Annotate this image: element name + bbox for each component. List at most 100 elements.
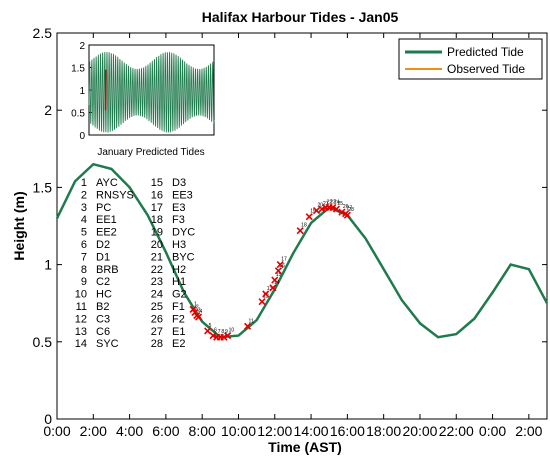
station-marker-label: 8 <box>221 329 224 335</box>
station-legend-entry: 10 HC <box>75 289 112 301</box>
station-number: 18 <box>151 214 163 226</box>
station-number: 25 <box>151 301 163 313</box>
station-legend-entry: 1 AYC <box>81 177 118 189</box>
x-tick-label: 2:00 <box>515 423 542 439</box>
station-code: C3 <box>96 313 110 325</box>
station-marker-label: 12 <box>263 294 269 300</box>
station-code: E3 <box>172 202 185 214</box>
station-marker-label: 23 <box>330 199 336 205</box>
station-code: D1 <box>96 251 110 263</box>
station-number: 2 <box>81 189 87 201</box>
station-marker-label: 1 <box>194 301 197 307</box>
station-number: 24 <box>151 289 163 301</box>
station-marker: 5 <box>204 323 212 335</box>
station-marker: 12 <box>258 294 269 306</box>
x-tick-label: 16:00 <box>330 423 365 439</box>
inset-title: January Predicted Tides <box>97 147 204 158</box>
station-legend-entry: 27 E1 <box>151 326 186 338</box>
station-number: 26 <box>151 313 163 325</box>
station-number: 16 <box>151 189 163 201</box>
station-code: F1 <box>172 301 185 313</box>
station-marker-label: 28 <box>348 207 354 213</box>
station-code: H3 <box>172 239 186 251</box>
station-number: 28 <box>151 338 163 350</box>
y-tick-label: 0.5 <box>33 334 53 350</box>
station-marker-label: 13 <box>267 286 273 292</box>
station-number: 20 <box>151 239 163 251</box>
station-legend-entry: 21 BYC <box>151 251 195 263</box>
station-marker-label: 22 <box>327 199 333 205</box>
station-number: 12 <box>75 313 87 325</box>
x-tick-label: 8:00 <box>189 423 216 439</box>
station-marker-label: 26 <box>343 204 349 210</box>
station-number: 8 <box>81 264 87 276</box>
station-code: H2 <box>172 264 186 276</box>
station-code: E2 <box>172 338 185 350</box>
legend-label-observed: Observed Tide <box>447 62 525 76</box>
station-code: H1 <box>172 276 186 288</box>
station-code: PC <box>96 202 111 214</box>
station-code: RNSYS <box>96 189 134 201</box>
station-legend-entry: 4 EE1 <box>81 214 117 226</box>
station-legend-entry: 14 SYC <box>75 338 119 350</box>
station-marker-label: 24 <box>334 199 340 205</box>
station-legend-entry: 12 C3 <box>75 313 110 325</box>
x-tick-label: 6:00 <box>152 423 179 439</box>
station-legend-entry: 18 F3 <box>151 214 185 226</box>
legend-label-predicted: Predicted Tide <box>447 45 524 59</box>
station-legend-entry: 16 EE3 <box>151 189 193 201</box>
station-marker-label: 2 <box>196 304 199 310</box>
inset-y-tick-label: 0 <box>79 131 85 142</box>
x-tick-label: 22:00 <box>439 423 474 439</box>
station-code: G2 <box>172 289 187 301</box>
station-number: 6 <box>81 239 87 251</box>
y-tick-label: 1 <box>44 257 52 273</box>
legend-box <box>398 38 543 80</box>
station-legend-entry: 20 H3 <box>151 239 186 251</box>
station-code: C6 <box>96 326 110 338</box>
inset-predicted-series <box>88 51 215 133</box>
station-number: 19 <box>151 227 163 239</box>
x-tick-label: 4:00 <box>116 423 143 439</box>
station-marker-label: 27 <box>347 206 353 212</box>
x-axis: 0:00 2:00 4:00 6:00 8:00 10:00 12:00 14:00 16:00… <box>43 33 543 439</box>
station-marker-label: 4 <box>200 309 203 315</box>
station-legend-entry: 17 E3 <box>151 202 186 214</box>
x-tick-label: 2:00 <box>80 423 107 439</box>
station-number: 9 <box>81 276 87 288</box>
station-marker-label: 17 <box>281 257 287 263</box>
inset-y-tick-label: 2 <box>79 41 85 52</box>
station-number: 21 <box>151 251 163 263</box>
x-tick-label: 0:00 <box>43 423 70 439</box>
station-marker: 13 <box>262 286 273 298</box>
station-marker-label: 9 <box>225 329 228 335</box>
station-legend-entry: 8 BRB <box>81 264 119 276</box>
station-markers: 1234567891011121314151617181920212223242… <box>189 199 354 341</box>
station-code: F3 <box>172 214 185 226</box>
station-code: AYC <box>96 177 118 189</box>
y-tick-label: 2 <box>44 102 52 118</box>
station-marker: 15 <box>271 272 282 284</box>
station-code: DYC <box>172 227 195 239</box>
station-legend-entry: 25 F1 <box>151 301 185 313</box>
station-legend-entry: 9 C2 <box>81 276 110 288</box>
station-code: E1 <box>172 326 185 338</box>
station-marker: 10 <box>224 328 234 340</box>
station-number: 1 <box>81 177 87 189</box>
station-marker-label: 3 <box>198 308 201 314</box>
station-marker-label: 21 <box>323 201 329 207</box>
station-legend-entry: 7 D1 <box>81 251 110 263</box>
station-marker: 4 <box>194 309 203 321</box>
inset-chart: 0 0.5 1 1.5 2 January Predicted Tides <box>71 41 215 158</box>
y-tick-label: 2.5 <box>33 25 53 41</box>
station-code: D3 <box>172 177 186 189</box>
station-legend-entry: 3 PC <box>81 202 111 214</box>
station-number: 17 <box>151 202 163 214</box>
station-marker-label: 25 <box>337 201 343 207</box>
station-legend-entry: 28 E2 <box>151 338 186 350</box>
y-tick-label: 0 <box>44 411 52 427</box>
station-marker-label: 15 <box>276 272 282 278</box>
station-legend-entry: 26 F2 <box>151 313 185 325</box>
